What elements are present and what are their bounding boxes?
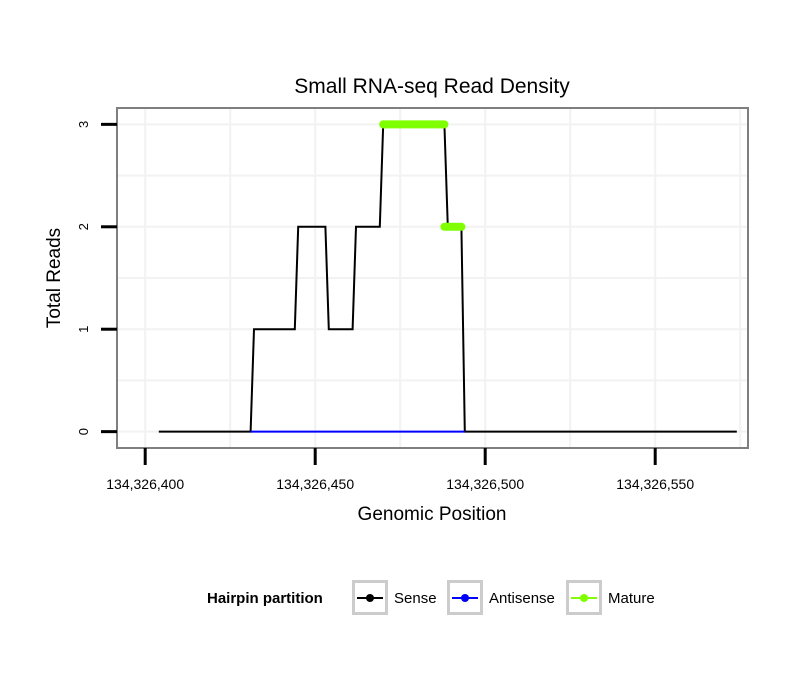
x-tick-label: 134,326,550: [616, 476, 694, 492]
axes: 0 1 2 3 134,326,400 134,326,450 134,326,500 134…: [76, 121, 694, 492]
legend-key-point: [461, 594, 469, 602]
x-axis-label: Genomic Position: [358, 504, 507, 525]
x-tick-label: 134,326,450: [276, 476, 354, 492]
y-axis-label: Total Reads: [44, 228, 65, 328]
y-tick-label: 1: [76, 326, 91, 333]
y-tick-label: 3: [76, 121, 91, 128]
legend: Hairpin partition Sense Antisense Mature: [207, 580, 655, 615]
x-tick-label: 134,326,500: [446, 476, 524, 492]
chart-title: Small RNA-seq Read Density: [294, 75, 570, 98]
legend-title: Hairpin partition: [207, 590, 323, 607]
data-series: [158, 120, 737, 433]
y-tick-label: 2: [76, 223, 91, 230]
legend-item-label: Mature: [608, 590, 655, 607]
legend-item-label: Antisense: [489, 590, 555, 607]
legend-key-point: [366, 594, 374, 602]
y-tick-label: 0: [76, 428, 91, 435]
x-tick-label: 134,326,400: [106, 476, 184, 492]
legend-item-label: Sense: [394, 590, 437, 607]
legend-key-point: [580, 594, 588, 602]
